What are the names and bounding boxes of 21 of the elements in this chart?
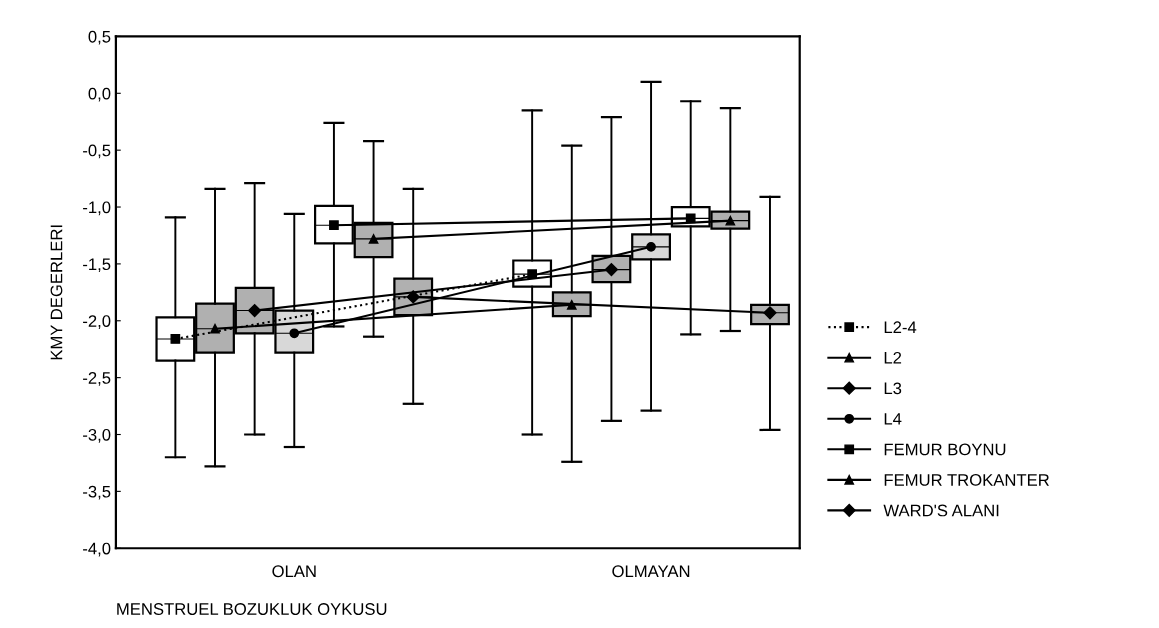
x-axis-title: MENSTRUEL BOZUKLUK OYKUSU	[117, 603, 387, 615]
y-axis-title: KMY DEGERLERI	[50, 225, 63, 360]
legend-label: FEMUR BOYNU	[884, 443, 1006, 456]
legend-label: FEMUR TROKANTER	[884, 474, 1049, 486]
y-tick-label: -1,0	[83, 201, 111, 216]
y-tick-label: -2,0	[83, 315, 111, 329]
y-tick-label: -3,0	[83, 428, 111, 443]
legend-label: L4	[884, 413, 902, 425]
y-tick-label: -0,5	[83, 144, 111, 159]
x-tick-label: OLMAYAN	[612, 565, 690, 578]
y-tick-label: -4,0	[83, 542, 111, 557]
legend-label: L2-4	[884, 321, 917, 333]
y-tick-label: -2,5	[83, 372, 111, 386]
y-tick-label: 0,5	[88, 30, 111, 45]
y-tick-label: -3,5	[83, 485, 111, 500]
y-tick-label: 0,0	[88, 87, 111, 102]
y-tick-label: -1,5	[83, 258, 111, 273]
legend-label: WARD'S ALANI	[883, 504, 999, 517]
x-tick-label: OLAN	[272, 565, 316, 578]
legend-label: L2	[884, 351, 902, 364]
legend-label: L3	[884, 382, 902, 395]
